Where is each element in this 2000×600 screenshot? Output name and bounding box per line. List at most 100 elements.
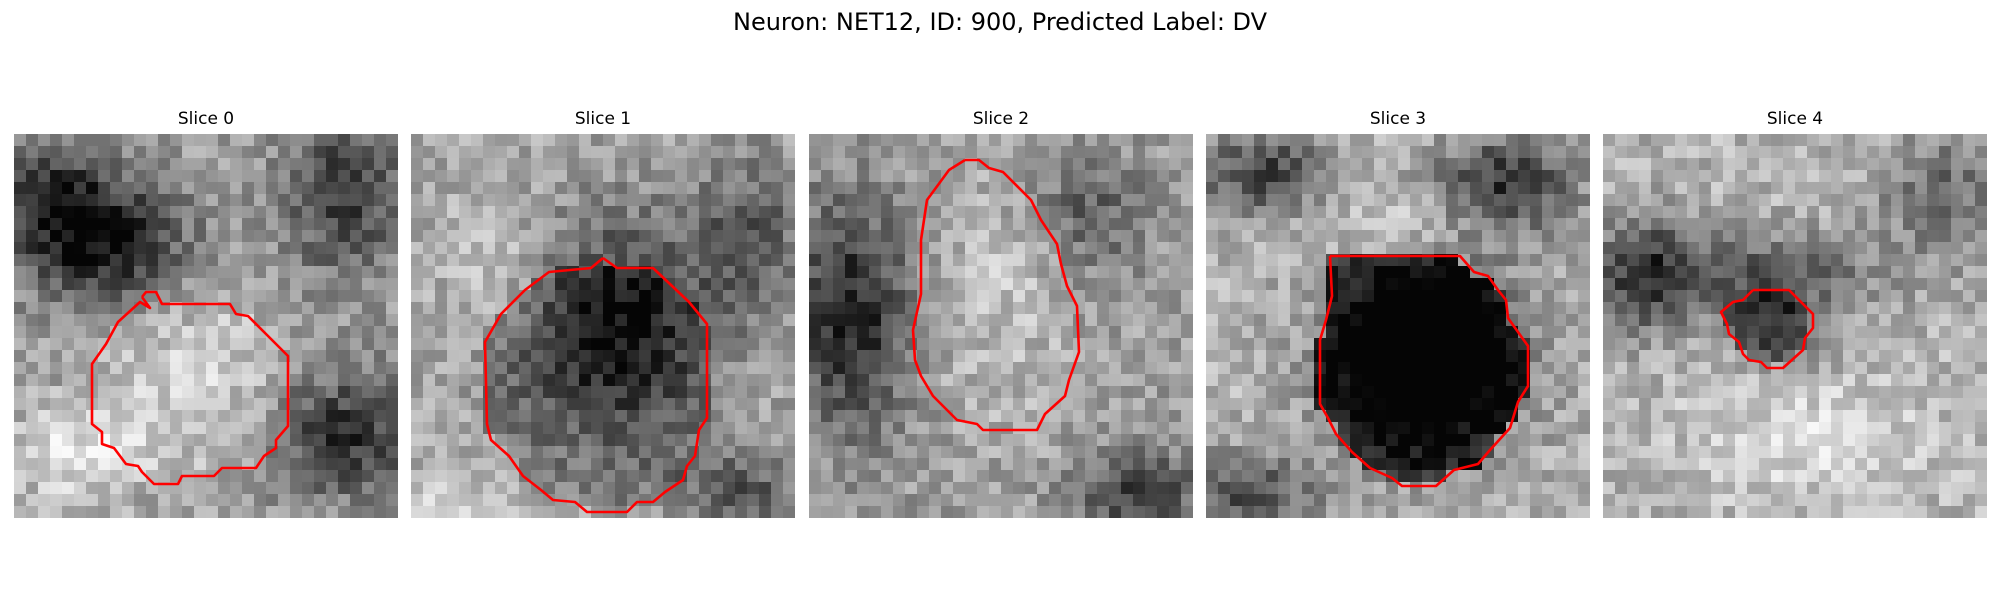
image-pixel: [507, 434, 520, 447]
image-pixel: [1290, 170, 1303, 183]
image-pixel: [929, 434, 942, 447]
image-pixel: [1302, 206, 1315, 219]
image-pixel: [1242, 470, 1255, 483]
image-pixel: [1795, 134, 1808, 147]
image-pixel: [206, 446, 219, 459]
image-pixel: [1025, 410, 1038, 423]
image-pixel: [411, 422, 424, 435]
image-pixel: [783, 482, 795, 495]
image-pixel: [1025, 434, 1038, 447]
image-pixel: [1711, 314, 1724, 327]
image-pixel: [1482, 326, 1495, 339]
image-pixel: [929, 422, 942, 435]
image-pixel: [1037, 458, 1050, 471]
image-pixel: [1975, 302, 1987, 315]
image-pixel: [326, 206, 339, 219]
image-pixel: [771, 278, 784, 291]
image-pixel: [278, 446, 291, 459]
image-pixel: [1181, 302, 1193, 315]
image-pixel: [1422, 470, 1435, 483]
image-pixel: [338, 434, 351, 447]
image-pixel: [1554, 326, 1567, 339]
image-pixel: [1795, 386, 1808, 399]
image-pixel: [1735, 374, 1748, 387]
image-pixel: [1013, 266, 1026, 279]
image-pixel: [651, 290, 664, 303]
image-pixel: [1230, 266, 1243, 279]
image-pixel: [1254, 350, 1267, 363]
image-pixel: [374, 470, 387, 483]
image-pixel: [1049, 362, 1062, 375]
image-pixel: [555, 266, 568, 279]
image-pixel: [134, 194, 147, 207]
image-pixel: [627, 338, 640, 351]
image-pixel: [1398, 242, 1411, 255]
image-pixel: [1651, 386, 1664, 399]
image-pixel: [591, 482, 604, 495]
image-pixel: [893, 506, 906, 518]
image-pixel: [1398, 410, 1411, 423]
image-pixel: [699, 302, 712, 315]
image-pixel: [1121, 314, 1134, 327]
image-pixel: [26, 242, 39, 255]
image-pixel: [1145, 326, 1158, 339]
image-pixel: [1699, 374, 1712, 387]
image-pixel: [435, 314, 448, 327]
image-pixel: [338, 470, 351, 483]
image-pixel: [98, 170, 111, 183]
image-pixel: [1795, 410, 1808, 423]
image-pixel: [893, 170, 906, 183]
image-pixel: [579, 302, 592, 315]
image-pixel: [711, 242, 724, 255]
image-pixel: [1819, 218, 1832, 231]
image-pixel: [1831, 386, 1844, 399]
image-pixel: [1386, 374, 1399, 387]
image-pixel: [699, 482, 712, 495]
image-pixel: [1181, 434, 1193, 447]
image-pixel: [483, 206, 496, 219]
image-pixel: [1470, 194, 1483, 207]
image-pixel: [1157, 350, 1170, 363]
image-pixel: [663, 242, 676, 255]
image-pixel: [1097, 230, 1110, 243]
image-pixel: [1819, 290, 1832, 303]
image-pixel: [1338, 506, 1351, 518]
image-pixel: [290, 482, 303, 495]
image-pixel: [98, 278, 111, 291]
image-pixel: [1121, 254, 1134, 267]
image-pixel: [857, 134, 870, 147]
image-pixel: [687, 230, 700, 243]
image-pixel: [1506, 290, 1519, 303]
image-pixel: [374, 254, 387, 267]
image-pixel: [1302, 326, 1315, 339]
image-pixel: [603, 494, 616, 507]
image-pixel: [1603, 314, 1616, 327]
image-pixel: [1001, 290, 1014, 303]
image-pixel: [917, 410, 930, 423]
image-pixel: [603, 410, 616, 423]
image-pixel: [1939, 230, 1952, 243]
image-pixel: [591, 458, 604, 471]
image-pixel: [989, 254, 1002, 267]
image-pixel: [495, 146, 508, 159]
image-pixel: [941, 266, 954, 279]
image-pixel: [711, 494, 724, 507]
image-pixel: [1025, 158, 1038, 171]
image-pixel: [1049, 482, 1062, 495]
image-pixel: [278, 326, 291, 339]
image-pixel: [833, 434, 846, 447]
image-pixel: [1963, 350, 1976, 363]
image-pixel: [1350, 506, 1363, 518]
image-pixel: [1290, 230, 1303, 243]
image-pixel: [1651, 242, 1664, 255]
image-pixel: [38, 230, 51, 243]
image-pixel: [881, 242, 894, 255]
image-pixel: [1903, 266, 1916, 279]
image-pixel: [735, 446, 748, 459]
image-pixel: [278, 314, 291, 327]
image-pixel: [747, 458, 760, 471]
image-pixel: [254, 482, 267, 495]
image-pixel: [1434, 134, 1447, 147]
image-pixel: [1759, 446, 1772, 459]
image-pixel: [50, 374, 63, 387]
